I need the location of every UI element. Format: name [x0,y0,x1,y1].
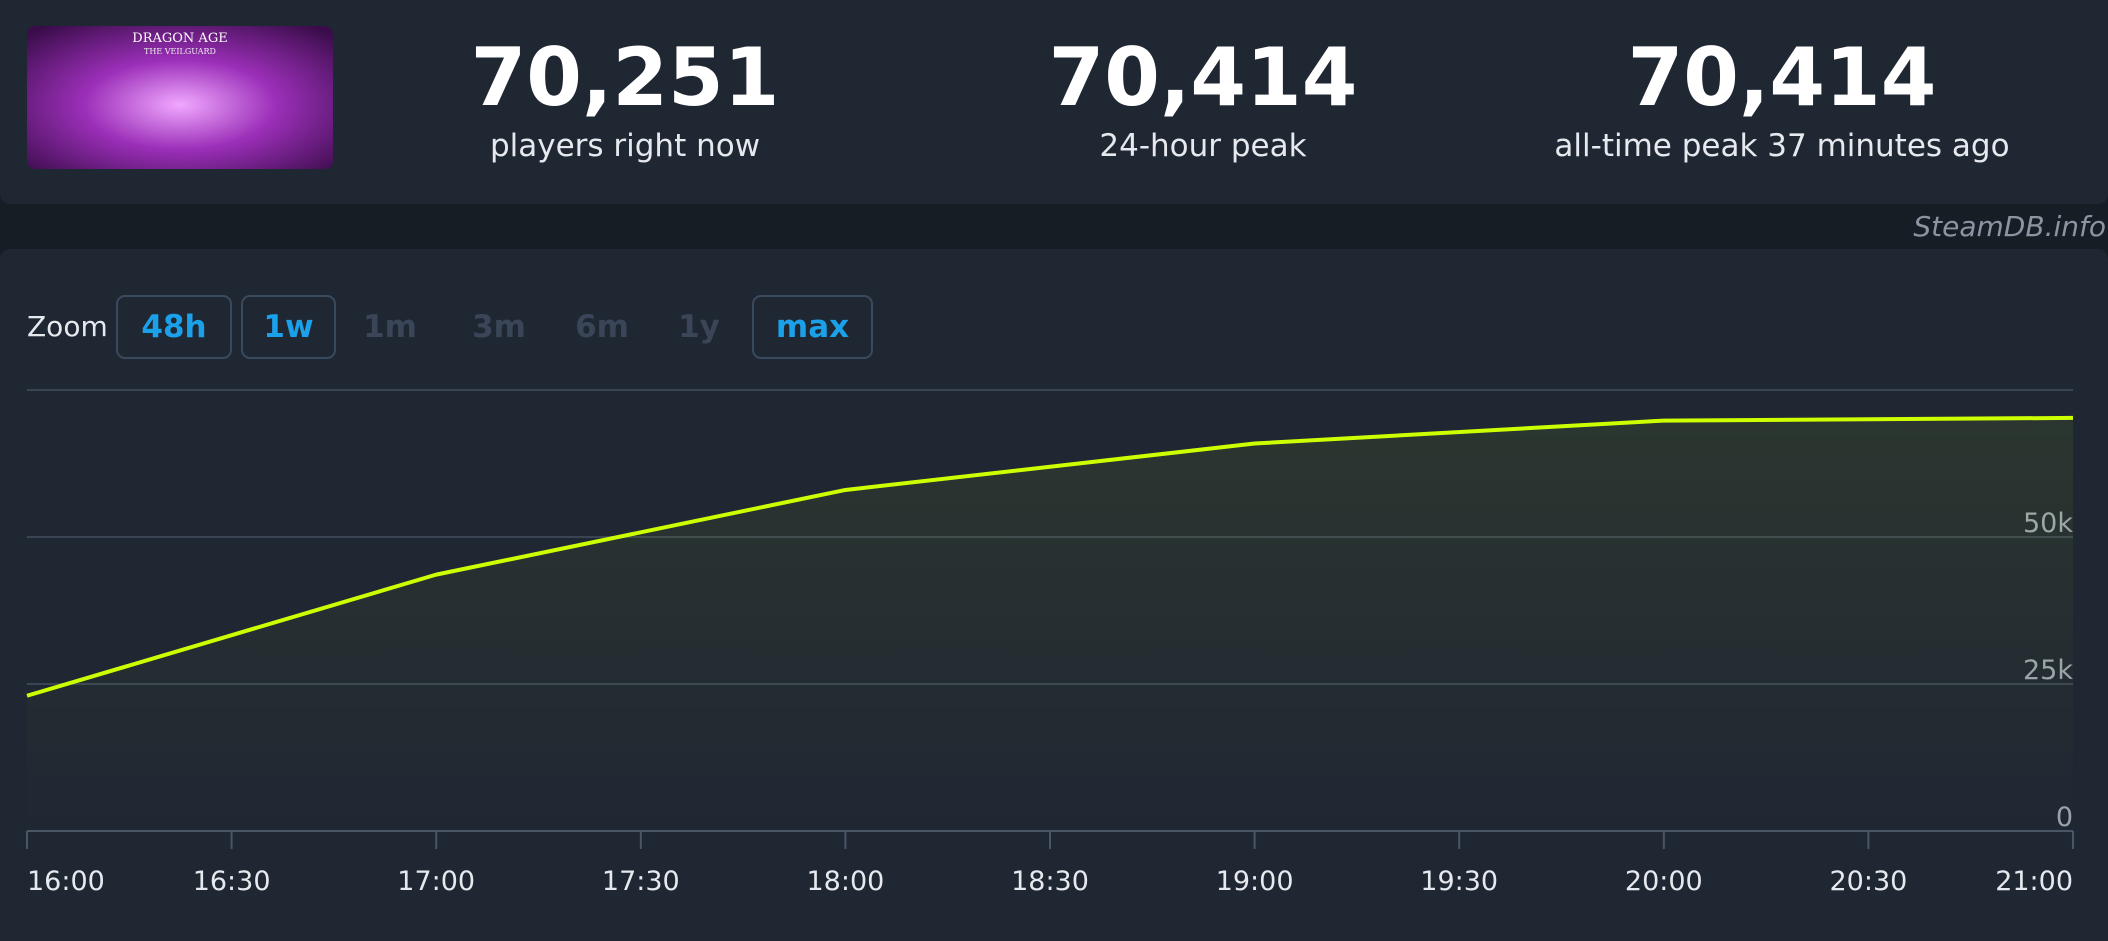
x-tick-label: 20:30 [1829,866,1907,897]
zoom-option[interactable]: 3m [472,309,526,345]
image-subtitle: THE VEILGUARD [144,47,216,56]
zoom-button[interactable] [116,295,232,359]
zoom-option[interactable]: 1m [363,309,417,345]
stat-value: 70,414 [1049,31,1358,124]
zoom-option[interactable]: max [776,309,849,345]
zoom-option[interactable]: 1y [678,309,720,345]
watermark: SteamDB.info [1913,210,2106,243]
zoom-option[interactable]: 1w [263,309,313,345]
stat-label: all-time peak 37 minutes ago [1554,128,2009,164]
zoom-option[interactable]: 6m [575,309,629,345]
image-title: DRAGON AGE [132,31,227,46]
stat-value: 70,414 [1628,31,1937,124]
x-tick-label: 17:30 [602,866,680,897]
x-tick-label: 16:30 [193,866,271,897]
stat-label: players right now [490,128,760,164]
area [27,417,2073,831]
stat-value: 70,251 [471,31,780,124]
x-tick-label: 18:00 [806,866,884,897]
x-tick-label: 19:30 [1420,866,1498,897]
x-tick-label: 20:00 [1625,866,1703,897]
zoom-button[interactable] [752,295,873,359]
stats-panel [0,0,2108,204]
zoom-option[interactable]: 48h [141,309,206,345]
game-image [27,26,333,169]
zoom-button[interactable] [241,295,336,359]
x-tick-label: 16:00 [27,866,105,897]
x-tick-label: 17:00 [397,866,475,897]
zoom-label: Zoom [27,310,108,343]
stat-label: 24-hour peak [1099,128,1306,164]
x-tick-label: 18:30 [1011,866,1089,897]
line [26,415,2074,698]
x-tick-label: 19:00 [1216,866,1294,897]
x-tick-label: 21:00 [1995,866,2073,897]
